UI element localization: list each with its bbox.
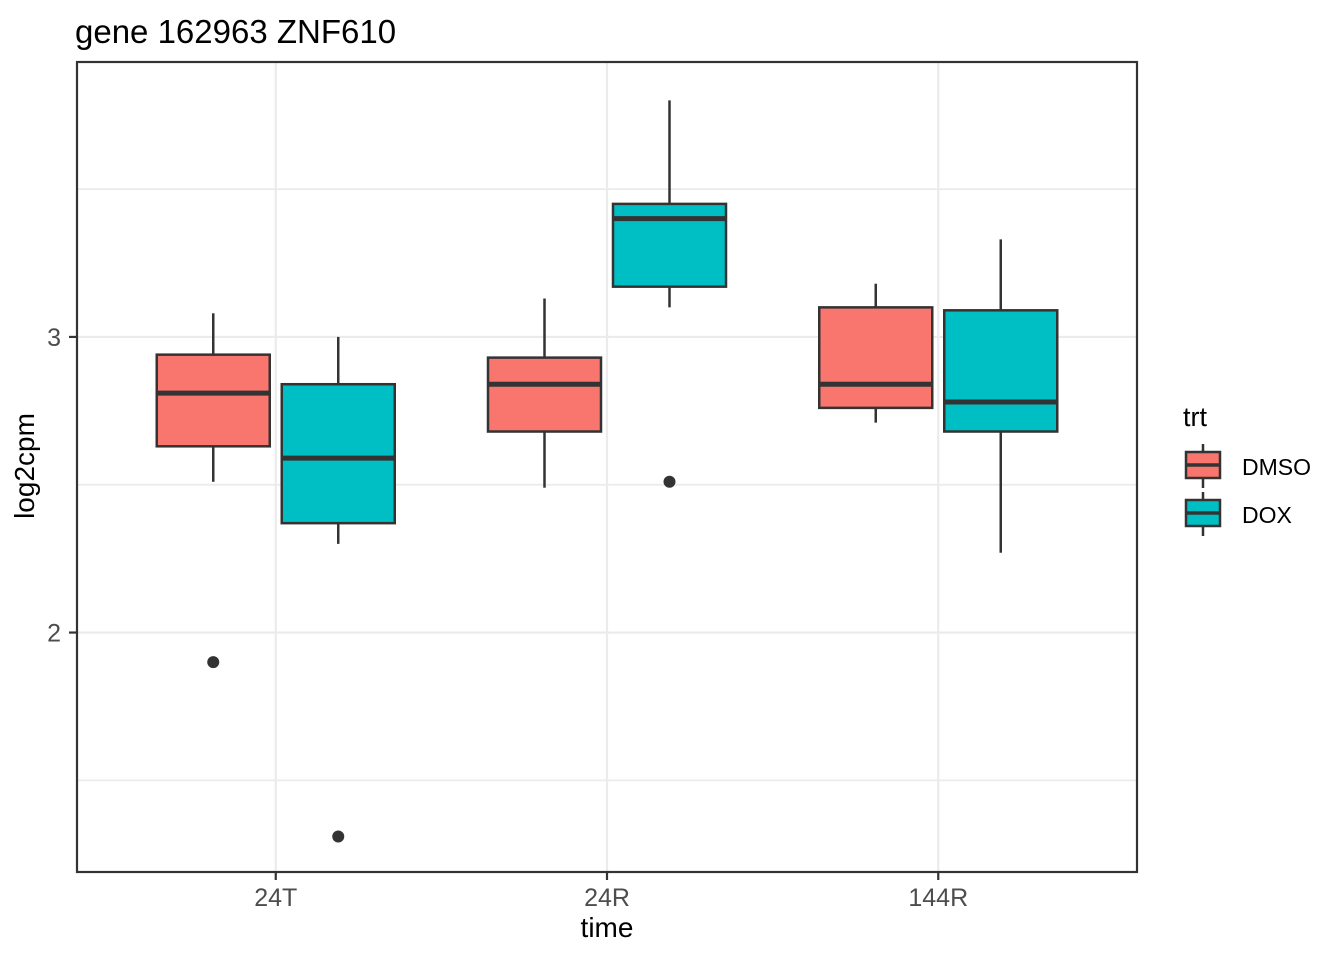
boxplot-box-dox-24t <box>280 382 396 525</box>
outlier-point <box>332 830 345 843</box>
x-axis-title: time <box>580 912 634 943</box>
legend-label-dmso: DMSO <box>1242 454 1311 480</box>
boxplot-box-dmso-24t <box>155 353 271 448</box>
y-axis-title: log2cpm <box>9 413 40 519</box>
outlier-point <box>663 475 676 488</box>
boxplot-box-dox-144r <box>943 309 1059 433</box>
x-tick-label: 24R <box>584 884 630 912</box>
boxplot-box-dmso-24r <box>486 356 603 433</box>
legend-label-dox: DOX <box>1242 502 1292 528</box>
outlier-point <box>207 656 220 669</box>
x-tick-label: 24T <box>254 884 297 912</box>
legend-title: trt <box>1183 402 1207 432</box>
boxplot-box-dmso-144r <box>818 306 934 410</box>
x-tick-label: 144R <box>908 884 968 912</box>
plot-title: gene 162963 ZNF610 <box>75 13 397 50</box>
y-tick-label: 2 <box>47 620 61 648</box>
legend-key-boxplot-dox <box>1184 492 1222 536</box>
y-tick-label: 3 <box>47 324 61 352</box>
legend-key-boxplot-dmso <box>1184 444 1222 488</box>
